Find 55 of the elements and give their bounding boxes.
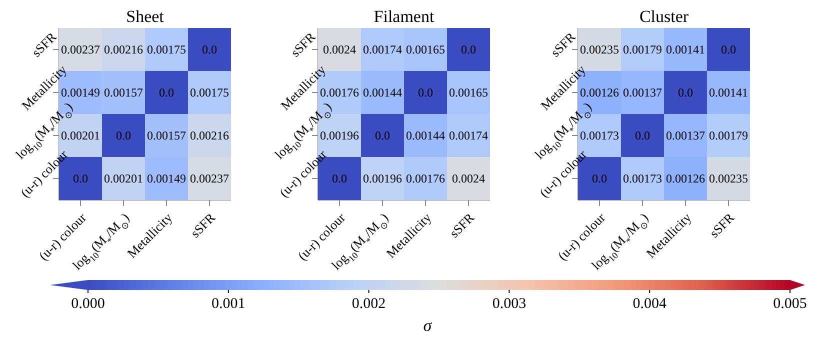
data-label: 0.00173 (623, 172, 662, 186)
data-label: 0.0 (461, 42, 476, 56)
color-bar-label: 0.004 (632, 296, 667, 312)
data-label: 0.00144 (363, 86, 402, 100)
data-label: 0.00196 (320, 128, 359, 142)
data-label: 0.00237 (61, 42, 100, 56)
data-label: 0.00179 (623, 42, 662, 56)
data-label: 0.0 (332, 172, 347, 186)
data-label: 0.00141 (709, 86, 748, 100)
color-bar-label: 0.003 (492, 296, 526, 312)
data-label: 0.00144 (406, 128, 445, 142)
data-label: 0.0 (678, 86, 693, 100)
color-bar-label: 0.001 (212, 296, 246, 312)
color-bar-title: σ (423, 316, 432, 335)
data-label: 0.00235 (709, 172, 748, 186)
data-label: 0.0 (721, 42, 736, 56)
data-label: 0.0 (635, 128, 650, 142)
data-label: 0.0 (202, 42, 217, 56)
data-label: 0.0 (375, 128, 390, 142)
color-bar-label: 0.000 (71, 296, 105, 312)
data-label: 0.0 (116, 128, 131, 142)
data-label: 0.00216 (104, 42, 143, 56)
data-label: 0.00174 (449, 128, 488, 142)
data-label: 0.00179 (709, 128, 748, 142)
data-label: 0.00165 (449, 86, 488, 100)
data-label: 0.00201 (61, 128, 100, 142)
chart-title: Cluster (638, 7, 690, 26)
data-label: 0.00175 (190, 86, 229, 100)
color-bar-label: 0.002 (352, 296, 386, 312)
data-label: 0.0 (73, 172, 88, 186)
data-label: 0.00175 (147, 42, 186, 56)
data-label: 0.00201 (104, 172, 143, 186)
data-label: 0.00157 (104, 86, 143, 100)
data-label: 0.00141 (666, 42, 705, 56)
data-label: 0.00173 (580, 128, 619, 142)
data-label: 0.0024 (452, 172, 485, 186)
data-label: 0.00137 (623, 86, 662, 100)
color-bar-label: 0.005 (773, 296, 807, 312)
data-label: 0.0 (592, 172, 607, 186)
data-label: 0.0 (418, 86, 433, 100)
data-label: 0.0024 (323, 42, 356, 56)
chart-title: Sheet (125, 7, 165, 26)
data-label: 0.00126 (666, 172, 705, 186)
data-label: 0.00149 (147, 172, 186, 186)
data-label: 0.00165 (406, 42, 445, 56)
data-label: 0.00216 (190, 128, 229, 142)
data-label: 0.00137 (666, 128, 705, 142)
data-label: 0.00196 (363, 172, 402, 186)
data-label: 0.00157 (147, 128, 186, 142)
chart-title: Filament (372, 7, 436, 26)
data-label: 0.00237 (190, 172, 229, 186)
data-label: 0.00235 (580, 42, 619, 56)
data-label: 0.00174 (363, 42, 402, 56)
data-label: 0.0 (159, 86, 174, 100)
data-label: 0.00176 (406, 172, 445, 186)
